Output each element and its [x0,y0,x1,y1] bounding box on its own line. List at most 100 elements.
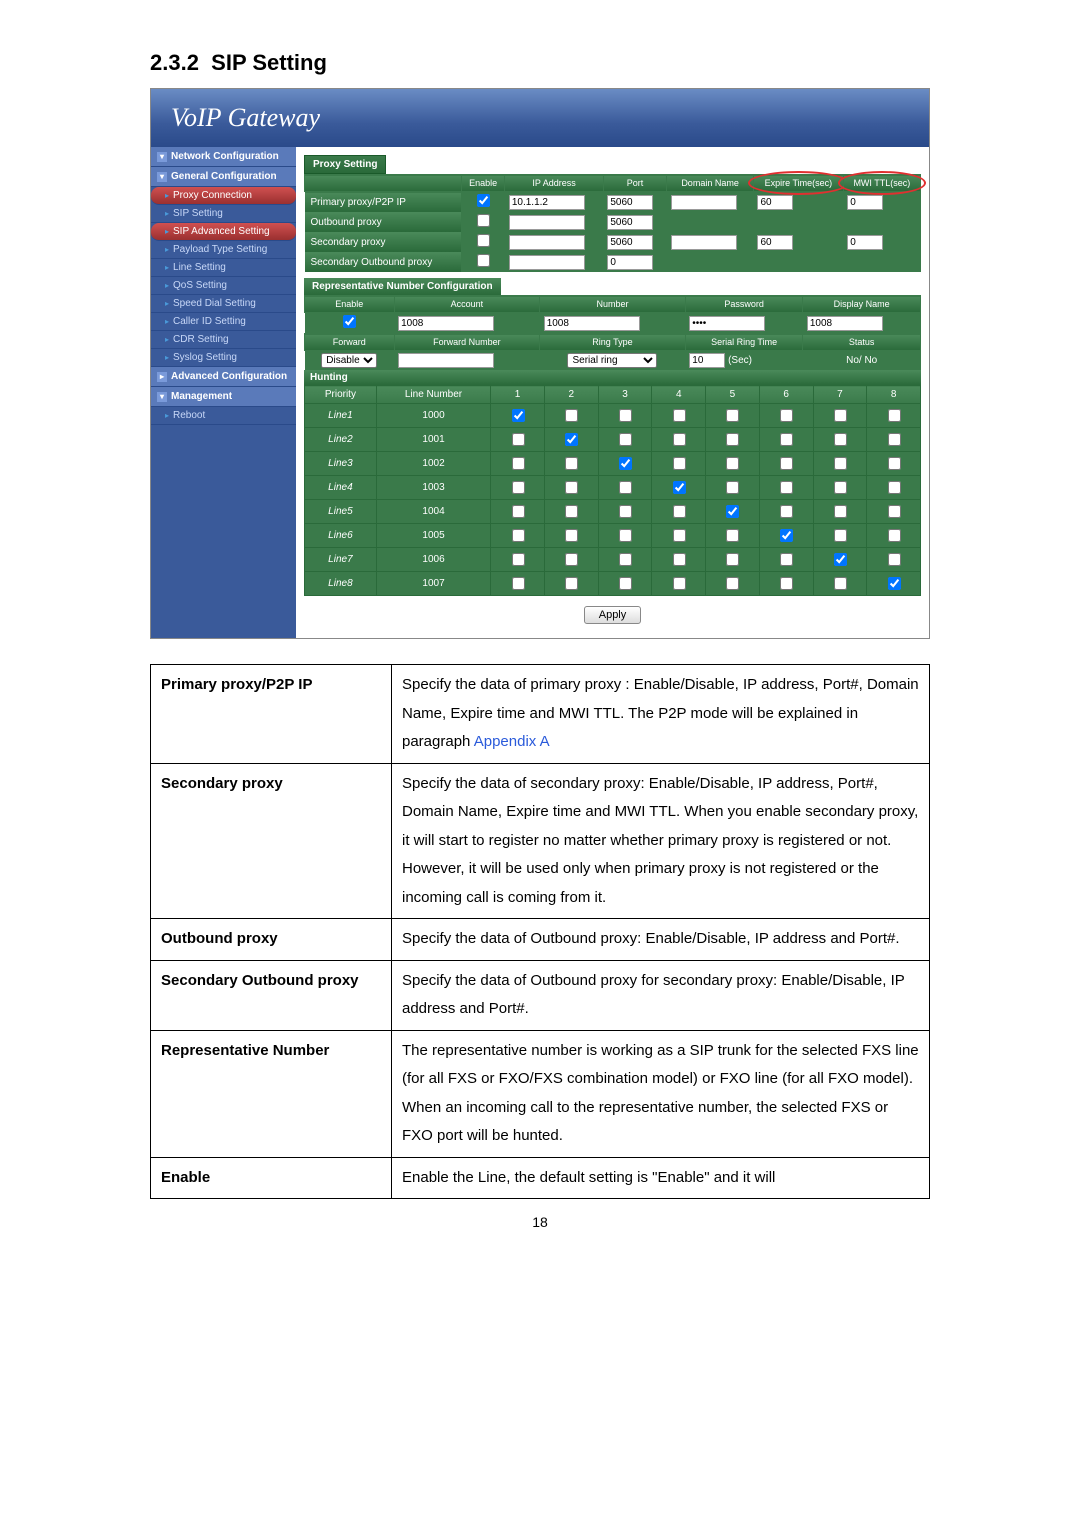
hunt-4-4[interactable] [726,505,739,518]
proxy-expire-0[interactable] [757,195,793,210]
hunt-3-1[interactable] [565,481,578,494]
hunt-3-7[interactable] [888,481,901,494]
hunt-0-6[interactable] [834,409,847,422]
nav-item-0[interactable]: Proxy Connection [151,187,296,205]
hunt-7-7[interactable] [888,577,901,590]
hunt-4-0[interactable] [512,505,525,518]
rep-number[interactable] [544,316,640,331]
appendix-link[interactable]: Appendix A [474,733,550,750]
hunt-5-1[interactable] [565,529,578,542]
hunt-6-2[interactable] [619,553,632,566]
hunt-7-3[interactable] [673,577,686,590]
proxy-expire-2[interactable] [757,235,793,250]
hunt-1-2[interactable] [619,433,632,446]
hunt-6-3[interactable] [673,553,686,566]
nav-item-9[interactable]: Syslog Setting [151,349,296,367]
hunt-7-4[interactable] [726,577,739,590]
proxy-ip-0[interactable] [509,195,585,210]
hunt-1-3[interactable] [673,433,686,446]
rep-ringtype[interactable]: Serial ring [567,353,657,368]
nav-item-5[interactable]: QoS Setting [151,277,296,295]
nav-item-4[interactable]: Line Setting [151,259,296,277]
nav-item-7[interactable]: Caller ID Setting [151,313,296,331]
hunt-7-2[interactable] [619,577,632,590]
hunt-4-2[interactable] [619,505,632,518]
rep-fwdnum[interactable] [398,353,494,368]
hunt-0-1[interactable] [565,409,578,422]
hunt-2-0[interactable] [512,457,525,470]
hunt-4-7[interactable] [888,505,901,518]
rep-account[interactable] [398,316,494,331]
hunt-2-6[interactable] [834,457,847,470]
hunt-7-1[interactable] [565,577,578,590]
hunt-5-5[interactable] [780,529,793,542]
proxy-mwi-2[interactable] [847,235,883,250]
hunt-0-7[interactable] [888,409,901,422]
hunt-2-4[interactable] [726,457,739,470]
nav-item-8[interactable]: CDR Setting [151,331,296,349]
hunt-5-2[interactable] [619,529,632,542]
rep-enable[interactable] [343,315,356,328]
hunt-0-2[interactable] [619,409,632,422]
hunt-3-5[interactable] [780,481,793,494]
hunt-4-1[interactable] [565,505,578,518]
hunt-0-5[interactable] [780,409,793,422]
proxy-port-0[interactable] [607,195,653,210]
hunt-6-7[interactable] [888,553,901,566]
rep-display[interactable] [807,316,883,331]
hunt-3-0[interactable] [512,481,525,494]
hunt-4-6[interactable] [834,505,847,518]
hunt-7-6[interactable] [834,577,847,590]
rep-password[interactable] [689,316,765,331]
hunt-6-1[interactable] [565,553,578,566]
hunt-2-5[interactable] [780,457,793,470]
proxy-mwi-0[interactable] [847,195,883,210]
hunt-0-0[interactable] [512,409,525,422]
nav-reboot[interactable]: Reboot [151,407,296,425]
hunt-1-5[interactable] [780,433,793,446]
proxy-ip-3[interactable] [509,255,585,270]
hunt-0-4[interactable] [726,409,739,422]
proxy-enable-1[interactable] [477,214,490,227]
hunt-1-0[interactable] [512,433,525,446]
hunt-5-7[interactable] [888,529,901,542]
hunt-0-3[interactable] [673,409,686,422]
hunt-1-4[interactable] [726,433,739,446]
hunt-2-3[interactable] [673,457,686,470]
hunt-2-7[interactable] [888,457,901,470]
nav-item-6[interactable]: Speed Dial Setting [151,295,296,313]
hunt-5-6[interactable] [834,529,847,542]
proxy-ip-1[interactable] [509,215,585,230]
proxy-port-3[interactable] [607,255,653,270]
apply-button[interactable]: Apply [584,606,642,624]
hunt-6-6[interactable] [834,553,847,566]
nav-item-3[interactable]: Payload Type Setting [151,241,296,259]
proxy-enable-2[interactable] [477,234,490,247]
hunt-4-5[interactable] [780,505,793,518]
hunt-2-1[interactable] [565,457,578,470]
nav-header-advanced[interactable]: ▸Advanced Configuration [151,367,296,387]
nav-item-1[interactable]: SIP Setting [151,205,296,223]
hunt-7-5[interactable] [780,577,793,590]
hunt-3-4[interactable] [726,481,739,494]
hunt-3-6[interactable] [834,481,847,494]
hunt-4-3[interactable] [673,505,686,518]
proxy-port-2[interactable] [607,235,653,250]
hunt-1-6[interactable] [834,433,847,446]
proxy-ip-2[interactable] [509,235,585,250]
nav-header-management[interactable]: ▾Management [151,387,296,407]
nav-header-network[interactable]: ▾Network Configuration [151,147,296,167]
hunt-3-2[interactable] [619,481,632,494]
hunt-1-1[interactable] [565,433,578,446]
hunt-3-3[interactable] [673,481,686,494]
hunt-2-2[interactable] [619,457,632,470]
hunt-6-4[interactable] [726,553,739,566]
proxy-enable-0[interactable] [477,194,490,207]
hunt-6-5[interactable] [780,553,793,566]
hunt-5-0[interactable] [512,529,525,542]
hunt-5-4[interactable] [726,529,739,542]
proxy-port-1[interactable] [607,215,653,230]
nav-header-general[interactable]: ▾General Configuration [151,167,296,187]
hunt-6-0[interactable] [512,553,525,566]
hunt-5-3[interactable] [673,529,686,542]
